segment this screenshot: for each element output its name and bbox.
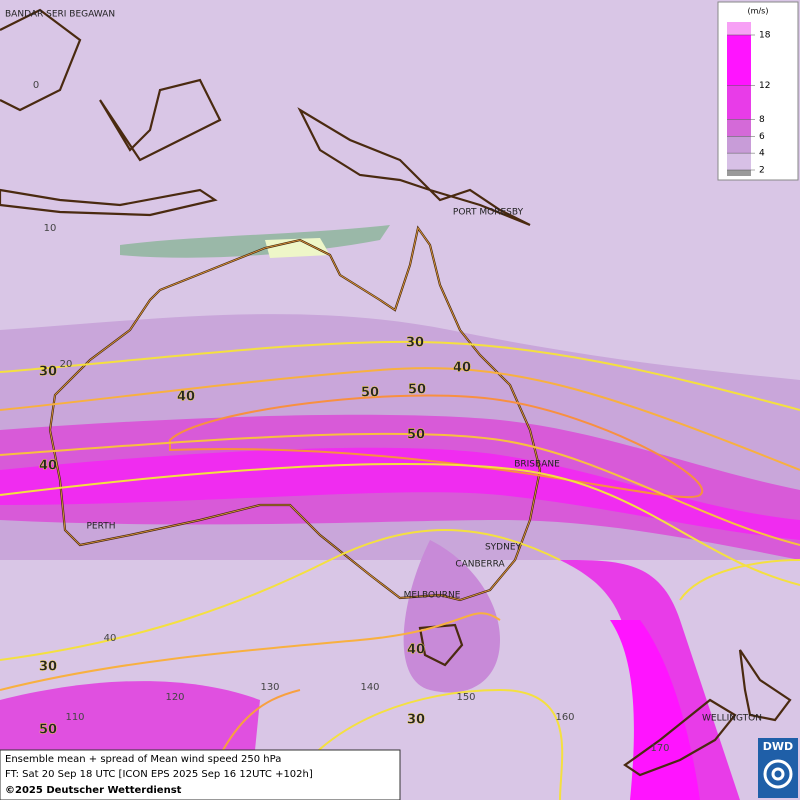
- legend-tick-label: 2: [759, 166, 765, 176]
- footer-line: FT: Sat 20 Sep 18 UTC [ICON EPS 2025 Sep…: [5, 769, 313, 780]
- contour-label: 30: [407, 713, 425, 728]
- legend-band: [727, 22, 751, 35]
- legend-band: [727, 153, 751, 170]
- logo-swirl: [771, 767, 785, 781]
- grid-label: 130: [260, 682, 279, 693]
- city-label: MELBOURNE: [404, 591, 461, 601]
- legend-tick-label: 8: [759, 115, 765, 125]
- city-label: SYDNEY: [485, 543, 522, 553]
- legend-band: [727, 119, 751, 137]
- contour-label: 40: [177, 390, 195, 405]
- jet-core: [0, 447, 800, 540]
- legend-band: [727, 136, 751, 154]
- city-label: WELLINGTON: [702, 714, 762, 724]
- grid-label: 120: [165, 692, 184, 703]
- grid-label: 40: [104, 633, 117, 644]
- contour-label: 40: [39, 459, 57, 474]
- grid-label: 110: [65, 712, 84, 723]
- contour-label: 50: [361, 386, 379, 401]
- grid-label: 20: [60, 359, 73, 370]
- se-band: [403, 540, 500, 693]
- grid-label: 170: [650, 743, 669, 754]
- footer-line: Ensemble mean + spread of Mean wind spee…: [5, 754, 281, 765]
- coastlines: [0, 8, 792, 777]
- legend-band: [727, 170, 751, 176]
- contour-label: 30: [39, 365, 57, 380]
- jet-branch-core: [610, 620, 700, 800]
- contour-label: 50: [39, 723, 57, 738]
- legend-tick-label: 4: [759, 149, 765, 159]
- legend-tick-label: 6: [759, 132, 765, 142]
- legend-band: [727, 35, 751, 86]
- grid-label: 150: [456, 692, 475, 703]
- contour-label: 50: [407, 428, 425, 443]
- city-label: PERTH: [87, 522, 116, 532]
- footer-box: [0, 749, 401, 801]
- grid-label: 10: [44, 223, 57, 234]
- city-label: BANDAR SERI BEGAWAN: [5, 10, 115, 20]
- city-label: PORT MORESBY: [453, 208, 524, 218]
- legend-tick-label: 18: [759, 31, 771, 41]
- logo: DWD: [763, 740, 793, 753]
- contour-label: 50: [408, 383, 426, 398]
- grid-label: 0: [33, 80, 39, 91]
- city-label: BRISBANE: [514, 460, 560, 470]
- legend-unit: (m/s): [748, 7, 769, 16]
- contour-label: 30: [39, 660, 57, 675]
- grid-label: 140: [360, 682, 379, 693]
- legend-band: [727, 85, 751, 120]
- low-wind-area: [265, 238, 330, 258]
- contour-label: 30: [406, 336, 424, 351]
- contour-label: 40: [407, 643, 425, 658]
- grid-label: 160: [555, 712, 574, 723]
- contour-label: 40: [453, 361, 471, 376]
- city-label: CANBERRA: [455, 560, 505, 570]
- logo-swirl: [763, 759, 793, 789]
- footer-line: ©2025 Deutscher Wetterdienst: [5, 785, 182, 796]
- low-wind-area: [120, 225, 390, 258]
- legend-tick-label: 12: [759, 81, 770, 91]
